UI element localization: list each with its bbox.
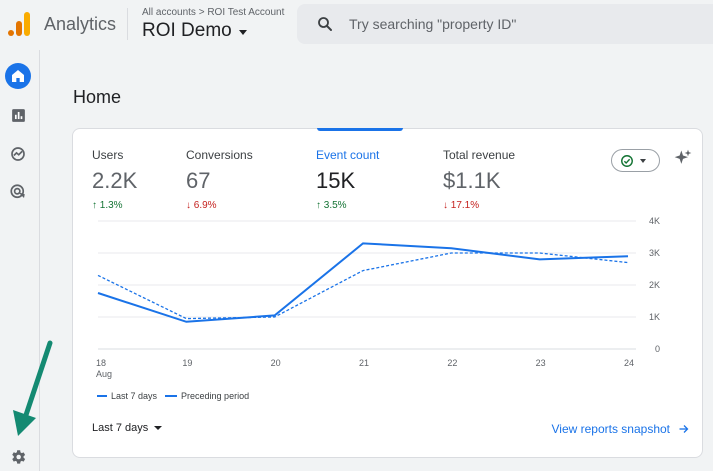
page-title: Home: [73, 87, 122, 107]
metric-label: Users: [92, 148, 124, 162]
date-range-label: Last 7 days: [92, 422, 149, 434]
property-name: ROI Demo: [142, 20, 232, 41]
legend-label: Preceding period: [181, 391, 250, 401]
sidebar-item-reports[interactable]: [5, 102, 31, 128]
sidebar-item-explore[interactable]: [5, 141, 31, 167]
metric-users[interactable]: Users 2.2K ↑ 1.3%: [92, 148, 137, 211]
search-bar[interactable]: Try searching "property ID": [297, 4, 713, 44]
app-title: Analytics: [44, 14, 117, 34]
legend-swatch: [97, 395, 107, 397]
metric-event-count[interactable]: Event count 15K ↑ 3.5%: [316, 148, 379, 211]
gear-icon: [12, 450, 26, 464]
x-tick-sublabel: Aug: [96, 369, 112, 379]
arrow-up-icon: ↑: [92, 200, 97, 211]
x-tick-label: 23: [536, 358, 546, 368]
chevron-down-icon: [640, 158, 646, 163]
y-tick-label: 0: [655, 344, 660, 354]
overview-card: Users 2.2K ↑ 1.3% Conversions 67 ↓ 6.9% …: [72, 128, 703, 458]
metric-value: 2.2K: [92, 168, 138, 193]
y-tick-label: 3K: [649, 248, 660, 258]
home-icon: [12, 70, 24, 82]
view-link-label: View reports snapshot: [551, 422, 670, 436]
x-tick-label: 22: [447, 358, 457, 368]
arrow-down-icon: ↓: [186, 200, 191, 211]
sidebar-item-home[interactable]: [5, 63, 31, 89]
y-tick-label: 1K: [649, 312, 660, 322]
date-range-selector[interactable]: Last 7 days: [92, 422, 163, 434]
chevron-down-icon: [154, 426, 163, 430]
search-input[interactable]: Try searching "property ID": [349, 16, 517, 32]
sidebar-item-advertising[interactable]: [5, 179, 31, 205]
x-tick-label: 19: [182, 358, 192, 368]
bar-chart-icon: [11, 108, 25, 122]
x-tick-label: 18: [96, 358, 106, 368]
legend-item: Last 7 days: [97, 391, 157, 401]
chevron-down-icon: [238, 29, 247, 35]
metric-label: Event count: [316, 148, 380, 162]
event-count-chart: 0 1K 2K 3K 4K 18 19 20 21 22 23 24 Aug: [96, 216, 660, 379]
metric-change: ↓ 17.1%: [443, 200, 480, 211]
insights-sparkle-icon[interactable]: [673, 148, 693, 168]
x-tick-label: 20: [271, 358, 281, 368]
chart-legend: Last 7 days Preceding period: [97, 391, 249, 401]
metric-change: ↑ 3.5%: [316, 200, 347, 211]
metric-conversions[interactable]: Conversions 67 ↓ 6.9%: [186, 148, 253, 211]
metric-label: Total revenue: [443, 148, 516, 162]
target-icon: [10, 184, 25, 199]
metric-total-revenue[interactable]: Total revenue $1.1K ↓ 17.1%: [443, 148, 515, 211]
arrow-right-icon: [679, 425, 689, 433]
metric-value: 15K: [316, 168, 356, 193]
metric-change: ↑ 1.3%: [92, 200, 123, 211]
arrow-up-icon: ↑: [316, 200, 321, 211]
header-divider: [127, 8, 128, 40]
analytics-logo: [8, 12, 30, 36]
sidebar-item-admin[interactable]: [5, 444, 31, 470]
y-tick-label: 2K: [649, 280, 660, 290]
metric-label: Conversions: [186, 148, 253, 162]
metric-value: 67: [186, 168, 211, 193]
y-tick-label: 4K: [649, 216, 660, 226]
annotation-arrow-icon: [13, 340, 53, 436]
top-bar: Analytics All accounts > ROI Test Accoun…: [0, 0, 713, 50]
legend-label: Last 7 days: [111, 391, 158, 401]
data-quality-dropdown[interactable]: [611, 149, 660, 172]
legend-swatch: [165, 395, 178, 397]
series-line-preceding-period: [97, 252, 629, 320]
x-tick-label: 21: [359, 358, 369, 368]
check-circle-icon: [621, 154, 633, 167]
arrow-down-icon: ↓: [443, 200, 448, 211]
x-tick-label: 24: [624, 358, 634, 368]
active-metric-indicator: [317, 128, 403, 131]
legend-item: Preceding period: [165, 391, 249, 401]
search-icon: [318, 17, 332, 31]
breadcrumb[interactable]: All accounts > ROI Test Account: [142, 7, 285, 18]
series-line-last-7-days: [97, 242, 629, 323]
metric-value: $1.1K: [443, 168, 501, 193]
property-selector[interactable]: ROI Demo: [142, 20, 247, 42]
metric-change: ↓ 6.9%: [186, 200, 217, 211]
explore-icon: [11, 147, 25, 161]
view-reports-snapshot-link[interactable]: View reports snapshot: [551, 422, 690, 436]
